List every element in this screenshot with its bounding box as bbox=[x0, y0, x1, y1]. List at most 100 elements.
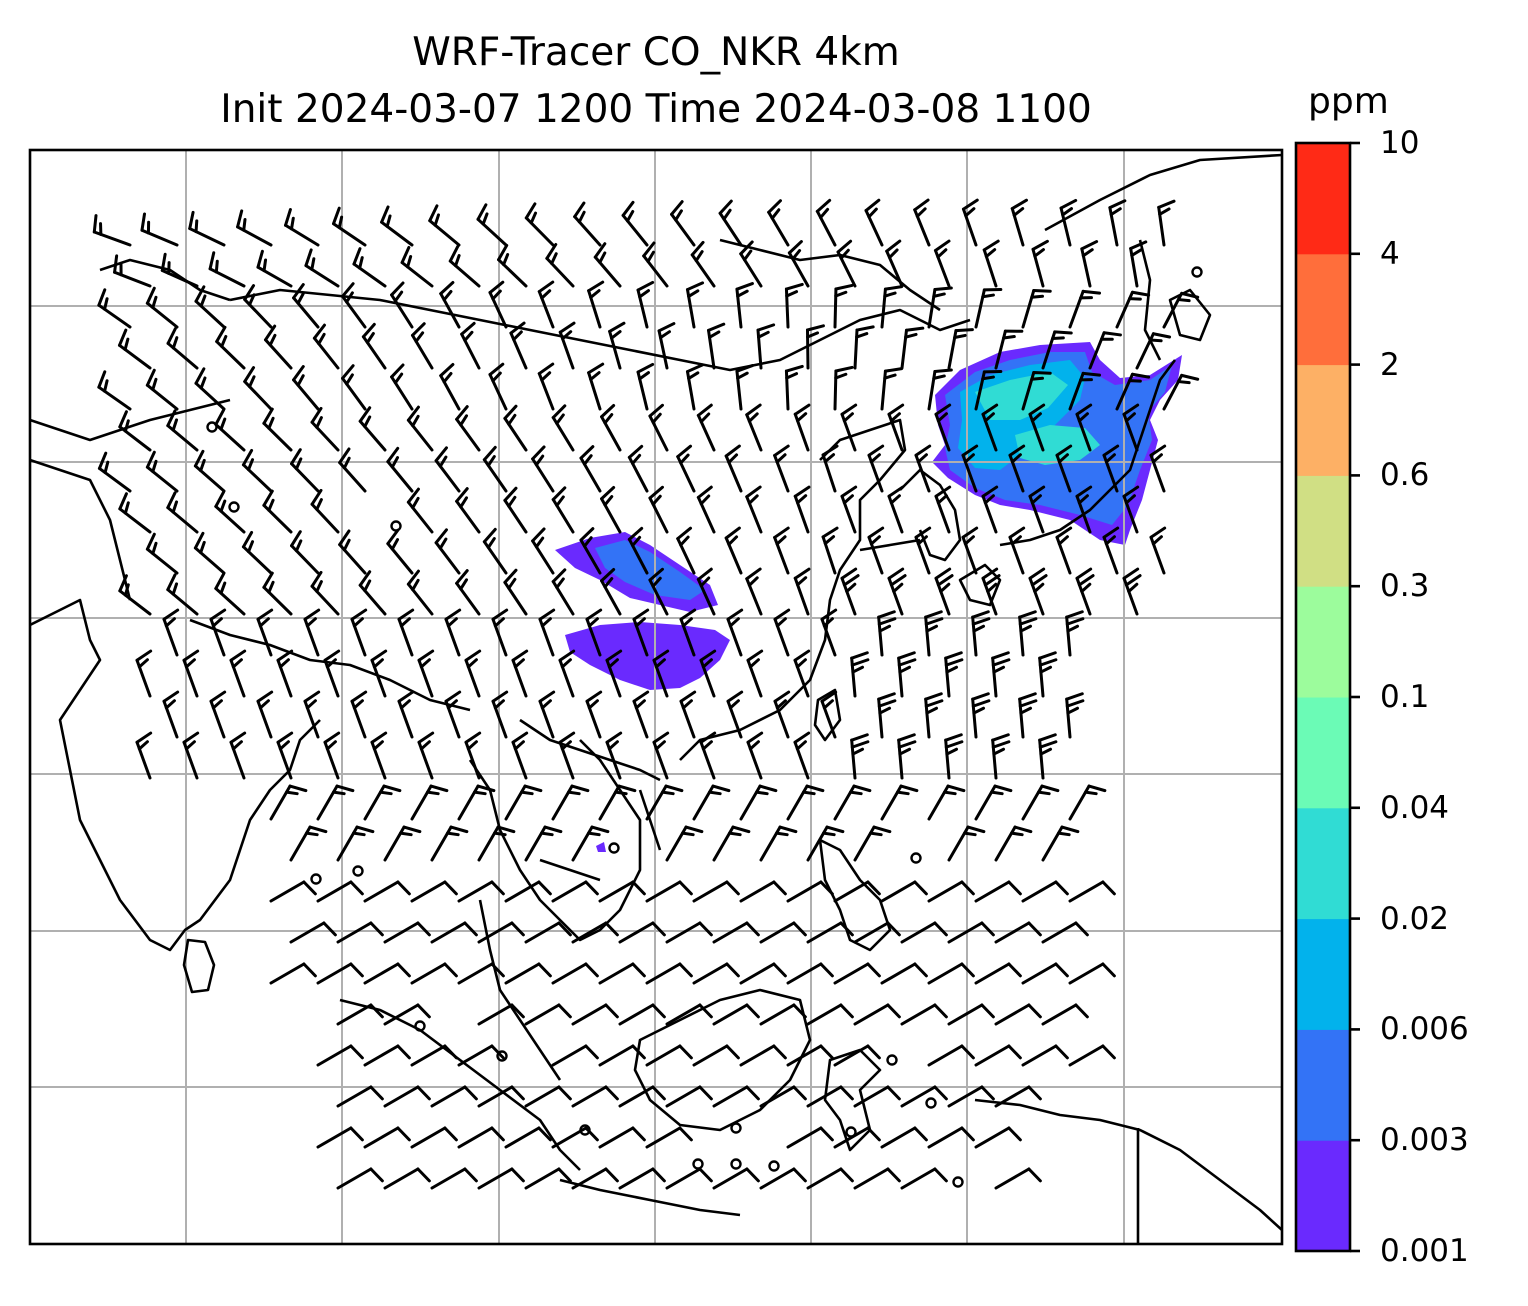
wind-barb bbox=[262, 571, 293, 616]
wind-barb bbox=[793, 731, 811, 780]
wind-barb bbox=[551, 880, 599, 903]
border-thai-cambodia bbox=[539, 858, 601, 882]
wind-barb bbox=[645, 1044, 693, 1067]
wind-barb bbox=[430, 1167, 478, 1190]
wind-barb bbox=[726, 608, 744, 657]
wind-barb bbox=[383, 921, 431, 944]
wind-barb bbox=[833, 880, 881, 903]
wind-barb bbox=[503, 404, 528, 452]
wind-barb bbox=[551, 404, 575, 452]
wind-barb bbox=[1122, 485, 1140, 534]
plume-central-china-north-mid bbox=[595, 540, 705, 600]
wind-barbs bbox=[92, 198, 1203, 1190]
wind-barb bbox=[444, 608, 462, 657]
wind-barb bbox=[92, 214, 132, 247]
coastline-china-east bbox=[679, 418, 907, 761]
wind-barb bbox=[457, 962, 505, 985]
wind-barb bbox=[773, 608, 791, 657]
wind-barb bbox=[636, 280, 655, 329]
wind-barb bbox=[982, 239, 1000, 288]
colorbar-units: ppm bbox=[1308, 81, 1389, 122]
wind-barb bbox=[545, 242, 575, 288]
wind-barb bbox=[665, 921, 713, 944]
wind-barb bbox=[627, 526, 649, 575]
wind-barb bbox=[316, 1126, 364, 1149]
wind-barb bbox=[759, 921, 807, 944]
wind-barb bbox=[944, 733, 964, 780]
wind-barb bbox=[1068, 880, 1116, 903]
wind-barb bbox=[290, 530, 320, 575]
wind-barb bbox=[194, 285, 226, 329]
wind-barb bbox=[645, 962, 693, 985]
wind-barb bbox=[208, 251, 246, 288]
wind-barb bbox=[877, 692, 897, 739]
wind-barb bbox=[745, 403, 763, 452]
wind-barb bbox=[821, 526, 839, 575]
wind-barb bbox=[853, 921, 901, 944]
wind-barb bbox=[981, 403, 999, 452]
wind-barb bbox=[269, 880, 317, 903]
wind-barb bbox=[618, 1003, 666, 1026]
wind-barb bbox=[117, 328, 152, 370]
wind-barb bbox=[341, 282, 367, 329]
wind-barb bbox=[806, 1003, 854, 1026]
wind-barb bbox=[1080, 240, 1099, 288]
wind-barb bbox=[538, 608, 556, 657]
wind-barb bbox=[316, 962, 364, 985]
wind-barb bbox=[593, 242, 622, 288]
wind-barb bbox=[457, 1044, 505, 1067]
wind-barb bbox=[598, 880, 646, 903]
wind-barb bbox=[476, 203, 508, 247]
colorbar-tick-label: 0.04 bbox=[1380, 789, 1450, 826]
wind-barb bbox=[428, 204, 461, 247]
wind-barb bbox=[457, 784, 496, 821]
wind-barb bbox=[439, 280, 461, 329]
wind-barb bbox=[947, 825, 986, 862]
wind-barb bbox=[448, 244, 481, 288]
wind-barb bbox=[162, 608, 180, 657]
wind-barb bbox=[358, 570, 387, 616]
wind-barb bbox=[805, 324, 825, 370]
wind-barb bbox=[1031, 239, 1049, 288]
wind-barb bbox=[488, 280, 508, 329]
wind-barb bbox=[947, 328, 974, 370]
wind-barb bbox=[974, 784, 1013, 821]
border-china-laos bbox=[519, 718, 661, 782]
wind-calm-marker bbox=[579, 1124, 591, 1136]
wind-barb bbox=[927, 1044, 975, 1067]
wind-barb bbox=[1075, 485, 1093, 534]
colorbar-tick-label: 0.1 bbox=[1380, 679, 1430, 715]
wind-barb bbox=[934, 485, 952, 534]
wind-barb bbox=[118, 574, 152, 616]
wind-barb bbox=[316, 1044, 364, 1067]
coastline-japan-kyushu bbox=[958, 563, 1002, 607]
wind-barb bbox=[994, 825, 1033, 862]
border-mongolia bbox=[229, 288, 971, 372]
wind-barb bbox=[188, 210, 226, 247]
wind-barb bbox=[648, 403, 669, 452]
wind-barb bbox=[739, 962, 787, 985]
wind-barb bbox=[1021, 880, 1069, 903]
wind-barb bbox=[531, 445, 555, 493]
wind-barb bbox=[676, 526, 696, 575]
border-himalaya bbox=[189, 618, 471, 712]
wind-barb bbox=[524, 1085, 572, 1108]
wind-barb bbox=[1041, 330, 1073, 370]
wind-barb bbox=[558, 321, 576, 370]
wind-barb bbox=[632, 690, 650, 739]
wind-barb bbox=[439, 362, 461, 411]
wind-barb bbox=[1028, 485, 1046, 534]
wind-barb bbox=[464, 731, 482, 780]
wind-barb bbox=[579, 445, 602, 493]
wind-barb bbox=[571, 825, 610, 862]
wind-barb bbox=[1038, 651, 1058, 698]
map-gridlines bbox=[30, 150, 1282, 1244]
wind-barb bbox=[840, 485, 858, 534]
wind-barb bbox=[113, 254, 152, 288]
wind-barb bbox=[679, 690, 697, 739]
wind-barb bbox=[303, 690, 321, 739]
wind-barb bbox=[256, 690, 274, 739]
wind-barb bbox=[491, 608, 509, 657]
wind-barb bbox=[627, 444, 649, 493]
wind-barb bbox=[504, 962, 552, 985]
